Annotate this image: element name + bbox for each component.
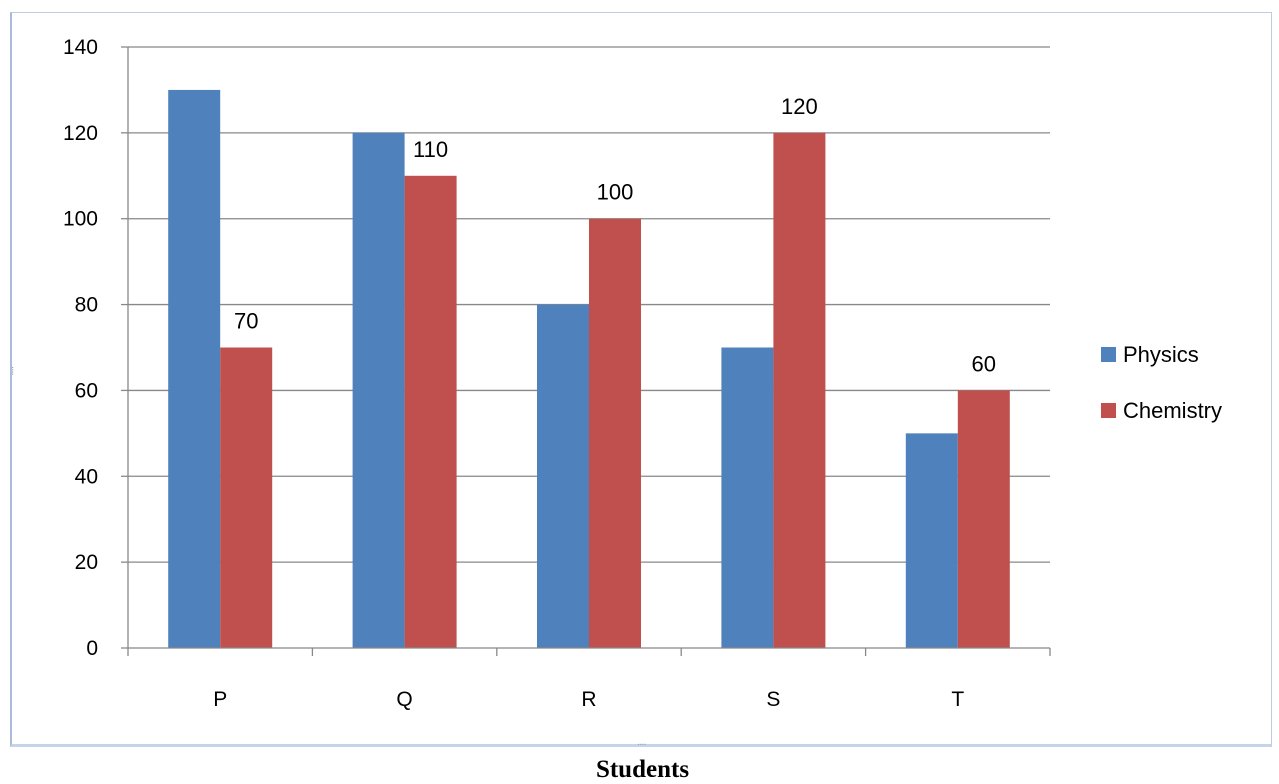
legend-label-physics: Physics: [1123, 342, 1199, 367]
x-tick-label: S: [766, 688, 780, 711]
bar-physics-s[interactable]: [721, 347, 774, 649]
y-tick-label: 120: [63, 122, 98, 145]
legend-swatch-physics: [1101, 347, 1116, 362]
data-label: 100: [597, 180, 634, 205]
x-tick-label: P: [213, 688, 227, 711]
bar-physics-r[interactable]: [537, 304, 589, 648]
legend-swatch-chemistry: [1101, 403, 1116, 418]
data-label: 120: [781, 94, 818, 119]
data-label: 60: [972, 351, 996, 376]
legend: Physics Chemistry: [1101, 342, 1222, 423]
y-tick-label: 40: [75, 465, 98, 488]
bar-chemistry-q[interactable]: [404, 175, 457, 649]
legend-label-chemistry: Chemistry: [1123, 398, 1222, 423]
y-tick-label: 80: [75, 294, 98, 317]
bars: [168, 89, 1010, 649]
y-tick-label: 0: [86, 637, 98, 660]
bar-chemistry-t[interactable]: [957, 390, 1010, 648]
y-tick-label: 100: [63, 208, 98, 231]
bar-chemistry-p[interactable]: [220, 347, 273, 649]
resize-handle-bottom-icon[interactable]: ····: [637, 740, 647, 751]
data-label: 110: [413, 137, 448, 162]
x-tick-label: Q: [396, 688, 412, 711]
y-tick-label: 140: [63, 36, 98, 59]
bar-chemistry-s[interactable]: [773, 132, 826, 648]
bar-physics-q[interactable]: [352, 132, 405, 648]
x-tick-label: T: [951, 688, 964, 711]
x-axis-title: Students: [595, 756, 690, 783]
y-tick-label: 60: [75, 379, 98, 402]
data-label: 70: [234, 309, 258, 334]
y-tick-label: 20: [75, 551, 98, 574]
resize-handle-left-icon[interactable]: ····: [6, 366, 17, 375]
x-tick-label: R: [581, 688, 596, 711]
axes: [121, 46, 1051, 656]
bar-physics-t[interactable]: [905, 433, 958, 648]
labels: 0 20 40 60 80 100 120 140 P Q R S T 70 110 100 120 60: [63, 36, 996, 711]
bar-chemistry-r[interactable]: [589, 218, 641, 648]
bar-physics-p[interactable]: [168, 89, 221, 648]
